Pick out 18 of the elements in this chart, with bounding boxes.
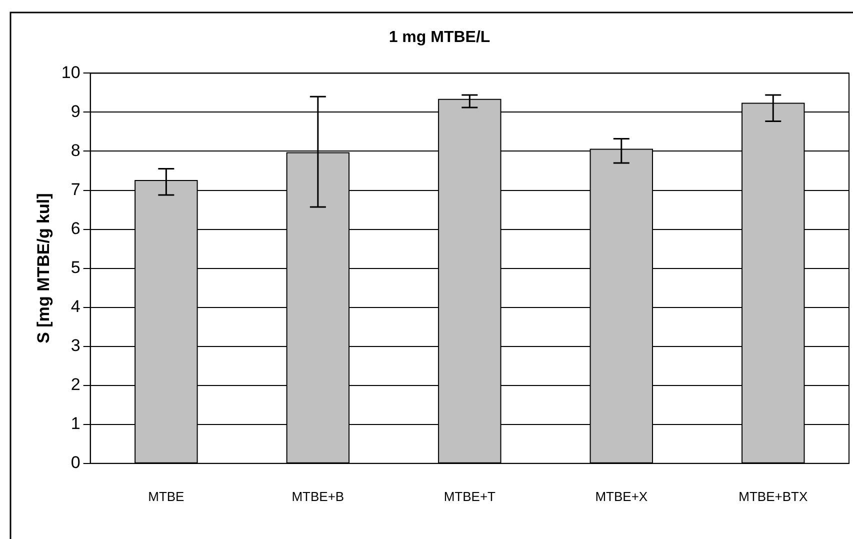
- y-tick-label: 9: [70, 102, 80, 121]
- x-tick-label: MTBE+T: [444, 488, 496, 504]
- y-tick-label: 6: [70, 218, 80, 238]
- y-tick-label: 1: [70, 414, 80, 434]
- y-tick-label: 2: [70, 375, 80, 394]
- y-tick-label: 5: [70, 258, 80, 277]
- y-tick-label: 0: [70, 453, 80, 472]
- x-tick-label: MTBE+BTX: [738, 488, 808, 504]
- y-tick-label: 8: [70, 140, 80, 160]
- x-tick-label: MTBE+B: [292, 488, 344, 504]
- y-tick-label: 7: [70, 180, 80, 199]
- y-tick-label: 4: [70, 297, 80, 316]
- y-tick-label: 3: [70, 336, 80, 356]
- y-axis-title: S [mg MTBE/g kul]: [34, 193, 53, 344]
- chart-title: 1 mg MTBE/L: [388, 29, 490, 46]
- x-tick-label: MTBE+X: [595, 488, 648, 504]
- y-tick-label: 10: [61, 62, 80, 82]
- x-tick-label: MTBE: [148, 488, 185, 504]
